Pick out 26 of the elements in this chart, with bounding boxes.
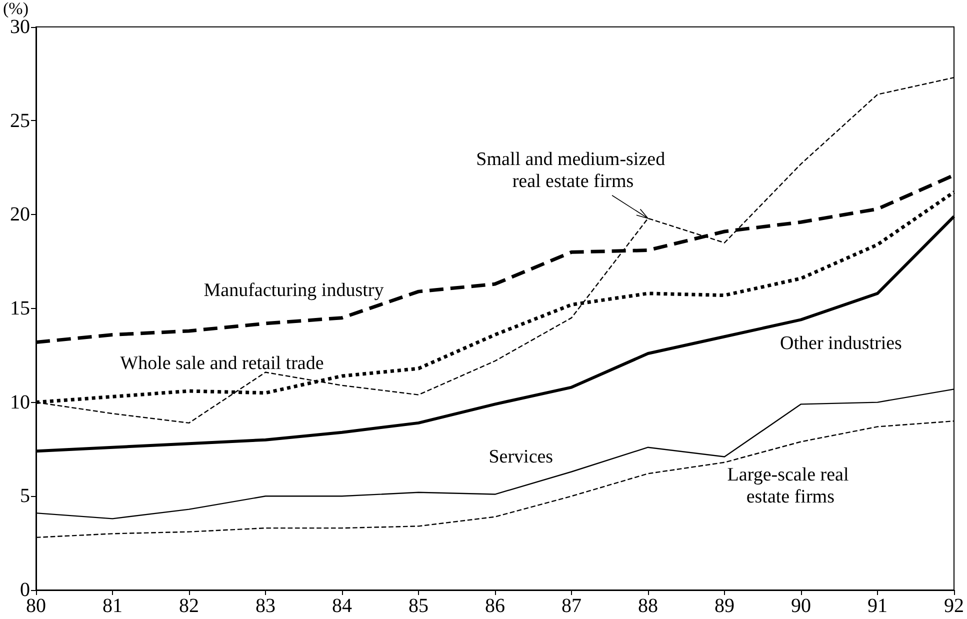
x-tick-label: 81: [102, 595, 122, 617]
x-tick-label: 92: [944, 595, 964, 617]
x-tick-label: 82: [179, 595, 199, 617]
y-tick-label: 15: [10, 297, 30, 320]
series-label: Small and medium-sized real estate firms: [476, 148, 670, 192]
x-tick-label: 91: [868, 595, 888, 617]
series-label: Whole sale and retail trade: [120, 353, 324, 374]
y-tick-label: 10: [10, 391, 30, 414]
series-label: Manufacturing industry: [204, 280, 384, 302]
x-tick-label: 84: [332, 595, 352, 617]
y-tick-label: 20: [10, 204, 30, 226]
y-axis-title: (%): [3, 0, 28, 18]
series-label: Services: [488, 446, 554, 468]
x-tick-label: 87: [562, 595, 582, 617]
x-tick-label: 86: [485, 595, 505, 617]
series-label: Other industries: [780, 333, 902, 354]
x-tick-label: 85: [408, 595, 428, 617]
y-tick-label: 5: [20, 485, 30, 508]
x-tick-label: 80: [26, 595, 46, 617]
y-tick-label: 25: [10, 110, 30, 132]
x-tick-label: 83: [256, 595, 276, 617]
x-tick-label: 88: [638, 595, 658, 617]
x-tick-label: 90: [791, 595, 811, 617]
series-label: Large-scale real estate firms: [727, 464, 854, 508]
x-tick-label: 89: [714, 595, 734, 617]
y-tick-label: 30: [10, 16, 30, 38]
